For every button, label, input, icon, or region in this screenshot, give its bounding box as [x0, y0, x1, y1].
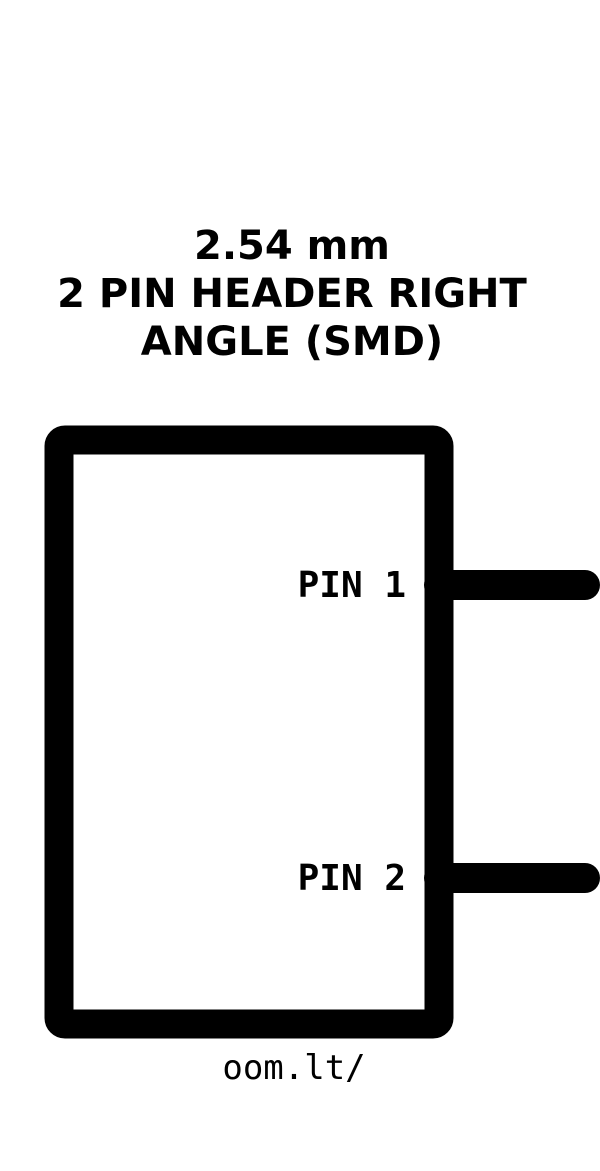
- component-body-outline: [44, 425, 454, 1039]
- title-line-3: ANGLE (SMD): [140, 319, 444, 365]
- title-line-2: 2 PIN HEADER RIGHT: [57, 271, 527, 317]
- footer-url: oom.lt/: [222, 1048, 366, 1088]
- pin-2-label: PIN 2: [297, 858, 406, 899]
- diagram-title: 2.54 mm 2 PIN HEADER RIGHT ANGLE (SMD): [0, 222, 584, 366]
- title-line-1: 2.54 mm: [194, 223, 390, 269]
- pin-1-label: PIN 1: [297, 565, 406, 606]
